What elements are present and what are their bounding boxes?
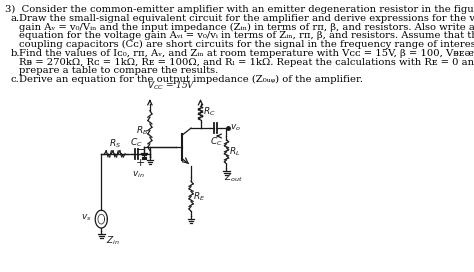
Text: $v_o$: $v_o$ bbox=[230, 123, 241, 133]
Text: $R_S$: $R_S$ bbox=[109, 137, 121, 150]
Text: b.: b. bbox=[11, 49, 20, 58]
Text: +: + bbox=[136, 158, 145, 168]
Text: 3)  Consider the common-emitter amplifier with an emitter degeneration resistor : 3) Consider the common-emitter amplifier… bbox=[5, 5, 474, 14]
Text: Derive an equation for the output impedance (Z₀ᵤᵩ) of the amplifier.: Derive an equation for the output impeda… bbox=[19, 75, 363, 84]
Text: $Z_{in}$: $Z_{in}$ bbox=[106, 235, 120, 248]
Text: −: − bbox=[136, 145, 145, 155]
Text: $C_C$: $C_C$ bbox=[130, 136, 143, 149]
Text: $R_B$: $R_B$ bbox=[136, 124, 148, 137]
Text: $v_{in}$: $v_{in}$ bbox=[132, 170, 145, 180]
Text: $V_{CC}$ = 15V: $V_{CC}$ = 15V bbox=[147, 80, 196, 92]
Text: Draw the small-signal equivalent circuit for the amplifier and derive expression: Draw the small-signal equivalent circuit… bbox=[19, 14, 474, 23]
Text: gain Aᵥ = v₀/Vᵢₙ and the input impedance (Zᵢₙ) in terms of rπ, β, and resistors.: gain Aᵥ = v₀/Vᵢₙ and the input impedance… bbox=[19, 23, 474, 32]
Text: coupling capacitors (Cᴄ) are short circuits for the signal in the frequency rang: coupling capacitors (Cᴄ) are short circu… bbox=[19, 40, 474, 49]
Text: Rᴃ = 270kΩ, Rᴄ = 1kΩ, Rᴇ = 100Ω, and Rₗ = 1kΩ. Repeat the calculations with Rᴇ =: Rᴃ = 270kΩ, Rᴄ = 1kΩ, Rᴇ = 100Ω, and Rₗ … bbox=[19, 58, 474, 67]
Text: $R_C$: $R_C$ bbox=[202, 105, 215, 118]
Text: $C_C$: $C_C$ bbox=[210, 136, 222, 149]
Text: $Z_{out}$: $Z_{out}$ bbox=[224, 172, 243, 184]
Text: prepare a table to compare the results.: prepare a table to compare the results. bbox=[19, 66, 218, 75]
Text: Find the values of Iᴄ₀, rπ, Aᵥ, and Zᵢₙ at room temperature with Vᴄᴄ = 15V, β = : Find the values of Iᴄ₀, rπ, Aᵥ, and Zᵢₙ … bbox=[19, 49, 474, 58]
Text: $R_E$: $R_E$ bbox=[193, 190, 205, 203]
Text: $R_L$: $R_L$ bbox=[228, 146, 240, 158]
Text: c.: c. bbox=[11, 75, 19, 84]
Text: a.: a. bbox=[11, 14, 20, 23]
Text: equation for the voltage gain Aᵥᵢ = v₀/vᵢ in terms of Zᵢₙ, rπ, β, and resistors.: equation for the voltage gain Aᵥᵢ = v₀/v… bbox=[19, 32, 474, 41]
Text: $v_s$: $v_s$ bbox=[82, 213, 92, 223]
